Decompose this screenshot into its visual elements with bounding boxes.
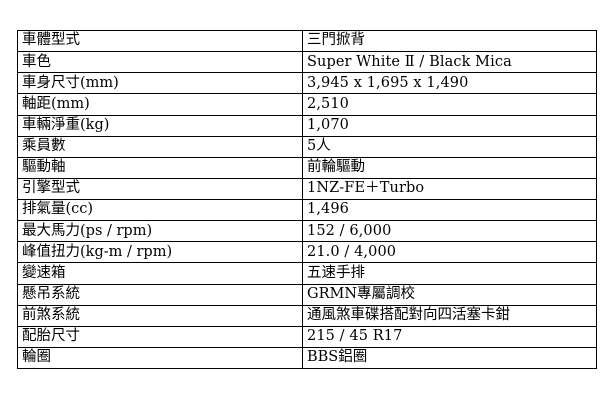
spec-label-cell: 車色 <box>17 51 303 74</box>
spec-value-cell: 五速手排 <box>302 262 597 285</box>
spec-label-cell: 軸距(mm) <box>17 93 303 116</box>
table-row: 乘員數 5人 <box>17 135 597 158</box>
spec-label-cell: 車身尺寸(mm) <box>17 72 303 95</box>
spec-label-cell: 配胎尺寸 <box>17 325 303 348</box>
table-row: 排氣量(cc) 1,496 <box>17 198 597 222</box>
spec-value-cell: 1NZ-FE＋Turbo <box>302 177 597 201</box>
spec-label-cell: 車輛淨重(kg) <box>17 114 303 137</box>
spec-value-cell: 21.0 / 4,000 <box>302 241 597 264</box>
spec-label-cell: 輪圈 <box>17 346 303 370</box>
spec-value-cell: GRMN專屬調校 <box>302 283 597 306</box>
spec-label-cell: 排氣量(cc) <box>17 198 303 222</box>
spec-label-cell: 懸吊系統 <box>17 283 303 306</box>
spec-value-cell: 5人 <box>302 135 597 158</box>
table-row: 驅動軸 前輪驅動 <box>17 156 597 179</box>
table-row: 前煞系統 通風煞車碟搭配對向四活塞卡鉗 <box>17 304 597 327</box>
table-row: 變速箱 五速手排 <box>17 262 597 285</box>
specification-sheet: 車體型式 三門掀背 車色 Super White Ⅱ / Black Mica 車身尺寸… <box>17 29 597 370</box>
specification-table: 車體型式 三門掀背 車色 Super White Ⅱ / Black Mica 車身尺寸… <box>17 29 597 370</box>
table-row: 車體型式 三門掀背 <box>17 29 597 53</box>
spec-value-cell: 三門掀背 <box>302 29 597 53</box>
table-row: 車輛淨重(kg) 1,070 <box>17 114 597 137</box>
spec-value-cell: 152 / 6,000 <box>302 220 597 243</box>
table-row: 最大馬力(ps / rpm) 152 / 6,000 <box>17 220 597 243</box>
spec-value-cell: BBS鋁圈 <box>302 346 597 370</box>
table-row: 車身尺寸(mm) 3,945 x 1,695 x 1,490 <box>17 72 597 95</box>
spec-value-cell: Super White Ⅱ / Black Mica <box>302 51 597 74</box>
spec-value-cell: 1,496 <box>302 198 597 222</box>
spec-value-cell: 215 / 45 R17 <box>302 325 597 348</box>
spec-label-cell: 最大馬力(ps / rpm) <box>17 220 303 243</box>
spec-label-cell: 前煞系統 <box>17 304 303 327</box>
table-row: 峰值扭力(kg-m / rpm) 21.0 / 4,000 <box>17 241 597 264</box>
spec-value-cell: 前輪驅動 <box>302 156 597 179</box>
spec-label-cell: 峰值扭力(kg-m / rpm) <box>17 241 303 264</box>
spec-label-cell: 驅動軸 <box>17 156 303 179</box>
table-row: 配胎尺寸 215 / 45 R17 <box>17 325 597 348</box>
table-row: 軸距(mm) 2,510 <box>17 93 597 116</box>
table-row: 車色 Super White Ⅱ / Black Mica <box>17 51 597 74</box>
spec-value-cell: 3,945 x 1,695 x 1,490 <box>302 72 597 95</box>
spec-label-cell: 乘員數 <box>17 135 303 158</box>
table-row: 輪圈 BBS鋁圈 <box>17 346 597 370</box>
spec-label-cell: 變速箱 <box>17 262 303 285</box>
table-row: 懸吊系統 GRMN專屬調校 <box>17 283 597 306</box>
spec-value-cell: 2,510 <box>302 93 597 116</box>
spec-value-cell: 通風煞車碟搭配對向四活塞卡鉗 <box>302 304 597 327</box>
spec-value-cell: 1,070 <box>302 114 597 137</box>
spec-label-cell: 引擎型式 <box>17 177 303 201</box>
table-row: 引擎型式 1NZ-FE＋Turbo <box>17 177 597 201</box>
spec-label-cell: 車體型式 <box>17 29 303 53</box>
specification-table-body: 車體型式 三門掀背 車色 Super White Ⅱ / Black Mica 車身尺寸… <box>17 29 597 370</box>
